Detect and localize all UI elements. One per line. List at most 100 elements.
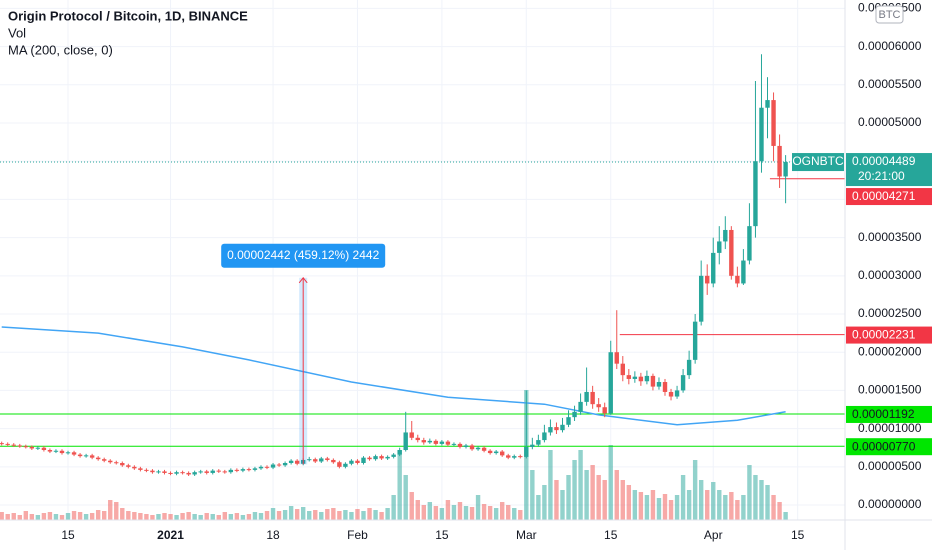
candle-body — [343, 463, 348, 467]
candle-body — [421, 440, 426, 443]
volume-bar — [662, 494, 668, 520]
volume-bar — [729, 492, 734, 520]
x-tick-label: Feb — [347, 528, 368, 542]
candle-body — [102, 459, 107, 461]
x-tick-label: Mar — [516, 528, 537, 542]
candle-body — [572, 411, 577, 418]
candle-body — [126, 465, 131, 467]
volume-bar — [668, 500, 674, 520]
volume-bar — [23, 511, 29, 520]
candle-body — [234, 469, 240, 471]
volume-bar — [373, 510, 378, 520]
candle-body — [481, 447, 487, 451]
candle-body — [41, 447, 47, 451]
volume-bar — [331, 508, 336, 520]
volume-bar — [487, 506, 493, 520]
price-tag-label: 0.00004271 — [852, 189, 916, 203]
price-tag-label: 0.00000770 — [852, 439, 916, 453]
candle-body — [668, 391, 674, 397]
volume-bar — [77, 512, 83, 520]
candle-body — [319, 458, 324, 462]
candle-body — [614, 352, 619, 364]
volume-bar — [246, 514, 252, 520]
volume-bar — [114, 502, 119, 520]
volume-bar — [421, 505, 426, 520]
volume-bar — [95, 510, 101, 520]
candle-body — [711, 252, 716, 284]
candle-body — [524, 446, 529, 457]
volume-bar — [451, 505, 457, 520]
candle-body — [0, 443, 4, 445]
y-tick-label: 0.00000000 — [858, 497, 922, 511]
volume-bar — [379, 512, 384, 520]
x-tick-label: 15 — [791, 528, 805, 542]
volume-bar — [150, 515, 155, 520]
price-tag — [846, 188, 932, 206]
volume-bar — [596, 475, 601, 520]
candle-body — [741, 260, 746, 284]
volume-bar — [518, 510, 523, 520]
volume-bar — [717, 490, 722, 520]
volume-bar — [264, 511, 270, 520]
volume-bar — [686, 490, 692, 520]
volume-bar — [53, 514, 59, 520]
candle-body — [71, 452, 77, 455]
measure-label: 0.00002442 (459.12%) 2442 — [227, 248, 379, 262]
price-tag-label: 0.00001192 — [852, 407, 915, 421]
candle-body — [518, 456, 523, 458]
volume-bar — [270, 508, 276, 520]
measure-arrow-head — [298, 277, 308, 284]
volume-bar — [626, 485, 632, 520]
volume-bar — [222, 512, 228, 520]
symbol: OGNBTC — [792, 154, 844, 168]
plot: 0.00002442 (459.12%) 2442 — [0, 54, 845, 476]
candle-body — [331, 459, 336, 463]
candle-body — [717, 241, 722, 253]
candle-body — [367, 457, 372, 460]
volume-bar — [548, 450, 553, 520]
volume-bar — [457, 502, 463, 520]
volume-bar — [445, 500, 451, 520]
volume-bar — [83, 514, 89, 520]
x-tick-label: 2021 — [157, 528, 184, 542]
volume-bar — [777, 502, 782, 520]
volume-bar — [204, 513, 209, 520]
volume-bar — [210, 514, 215, 520]
x-tick-label: 18 — [266, 528, 280, 542]
volume-bar — [319, 512, 324, 520]
volume-bar — [415, 500, 420, 520]
volume-bar — [41, 513, 47, 520]
candle-body — [156, 471, 161, 473]
volume-bar — [638, 492, 644, 520]
candle-body — [11, 444, 16, 446]
candle-body — [753, 161, 758, 227]
volume-bar — [11, 513, 16, 520]
last-price: 0.00004489 — [852, 154, 916, 168]
volume-bar — [469, 507, 475, 520]
candle-body — [379, 456, 384, 459]
candle-body — [536, 440, 541, 445]
volume-bar — [723, 495, 728, 520]
volume-bar — [89, 513, 95, 520]
volume-bar — [493, 508, 499, 520]
x-tick-label: Apr — [704, 528, 723, 542]
candle-body — [174, 472, 179, 474]
volume-bar — [499, 502, 505, 520]
candle-body — [566, 417, 571, 425]
price-tag-label: 0.00002231 — [852, 328, 916, 342]
volume-bar — [17, 515, 22, 520]
candle-body — [35, 447, 41, 449]
volume-bar — [307, 511, 312, 520]
candle-body — [493, 451, 499, 454]
volume-bar — [228, 514, 234, 520]
candle-body — [602, 407, 607, 414]
volume-bar — [735, 500, 740, 520]
ma-line — [1, 326, 786, 426]
candle-body — [246, 469, 252, 471]
y-tick-label: 0.00006000 — [858, 39, 922, 53]
candle-body — [686, 359, 692, 376]
candle-body — [17, 445, 22, 447]
candle-body — [240, 469, 246, 471]
candle-body — [590, 391, 595, 405]
volume-bar — [0, 512, 4, 520]
